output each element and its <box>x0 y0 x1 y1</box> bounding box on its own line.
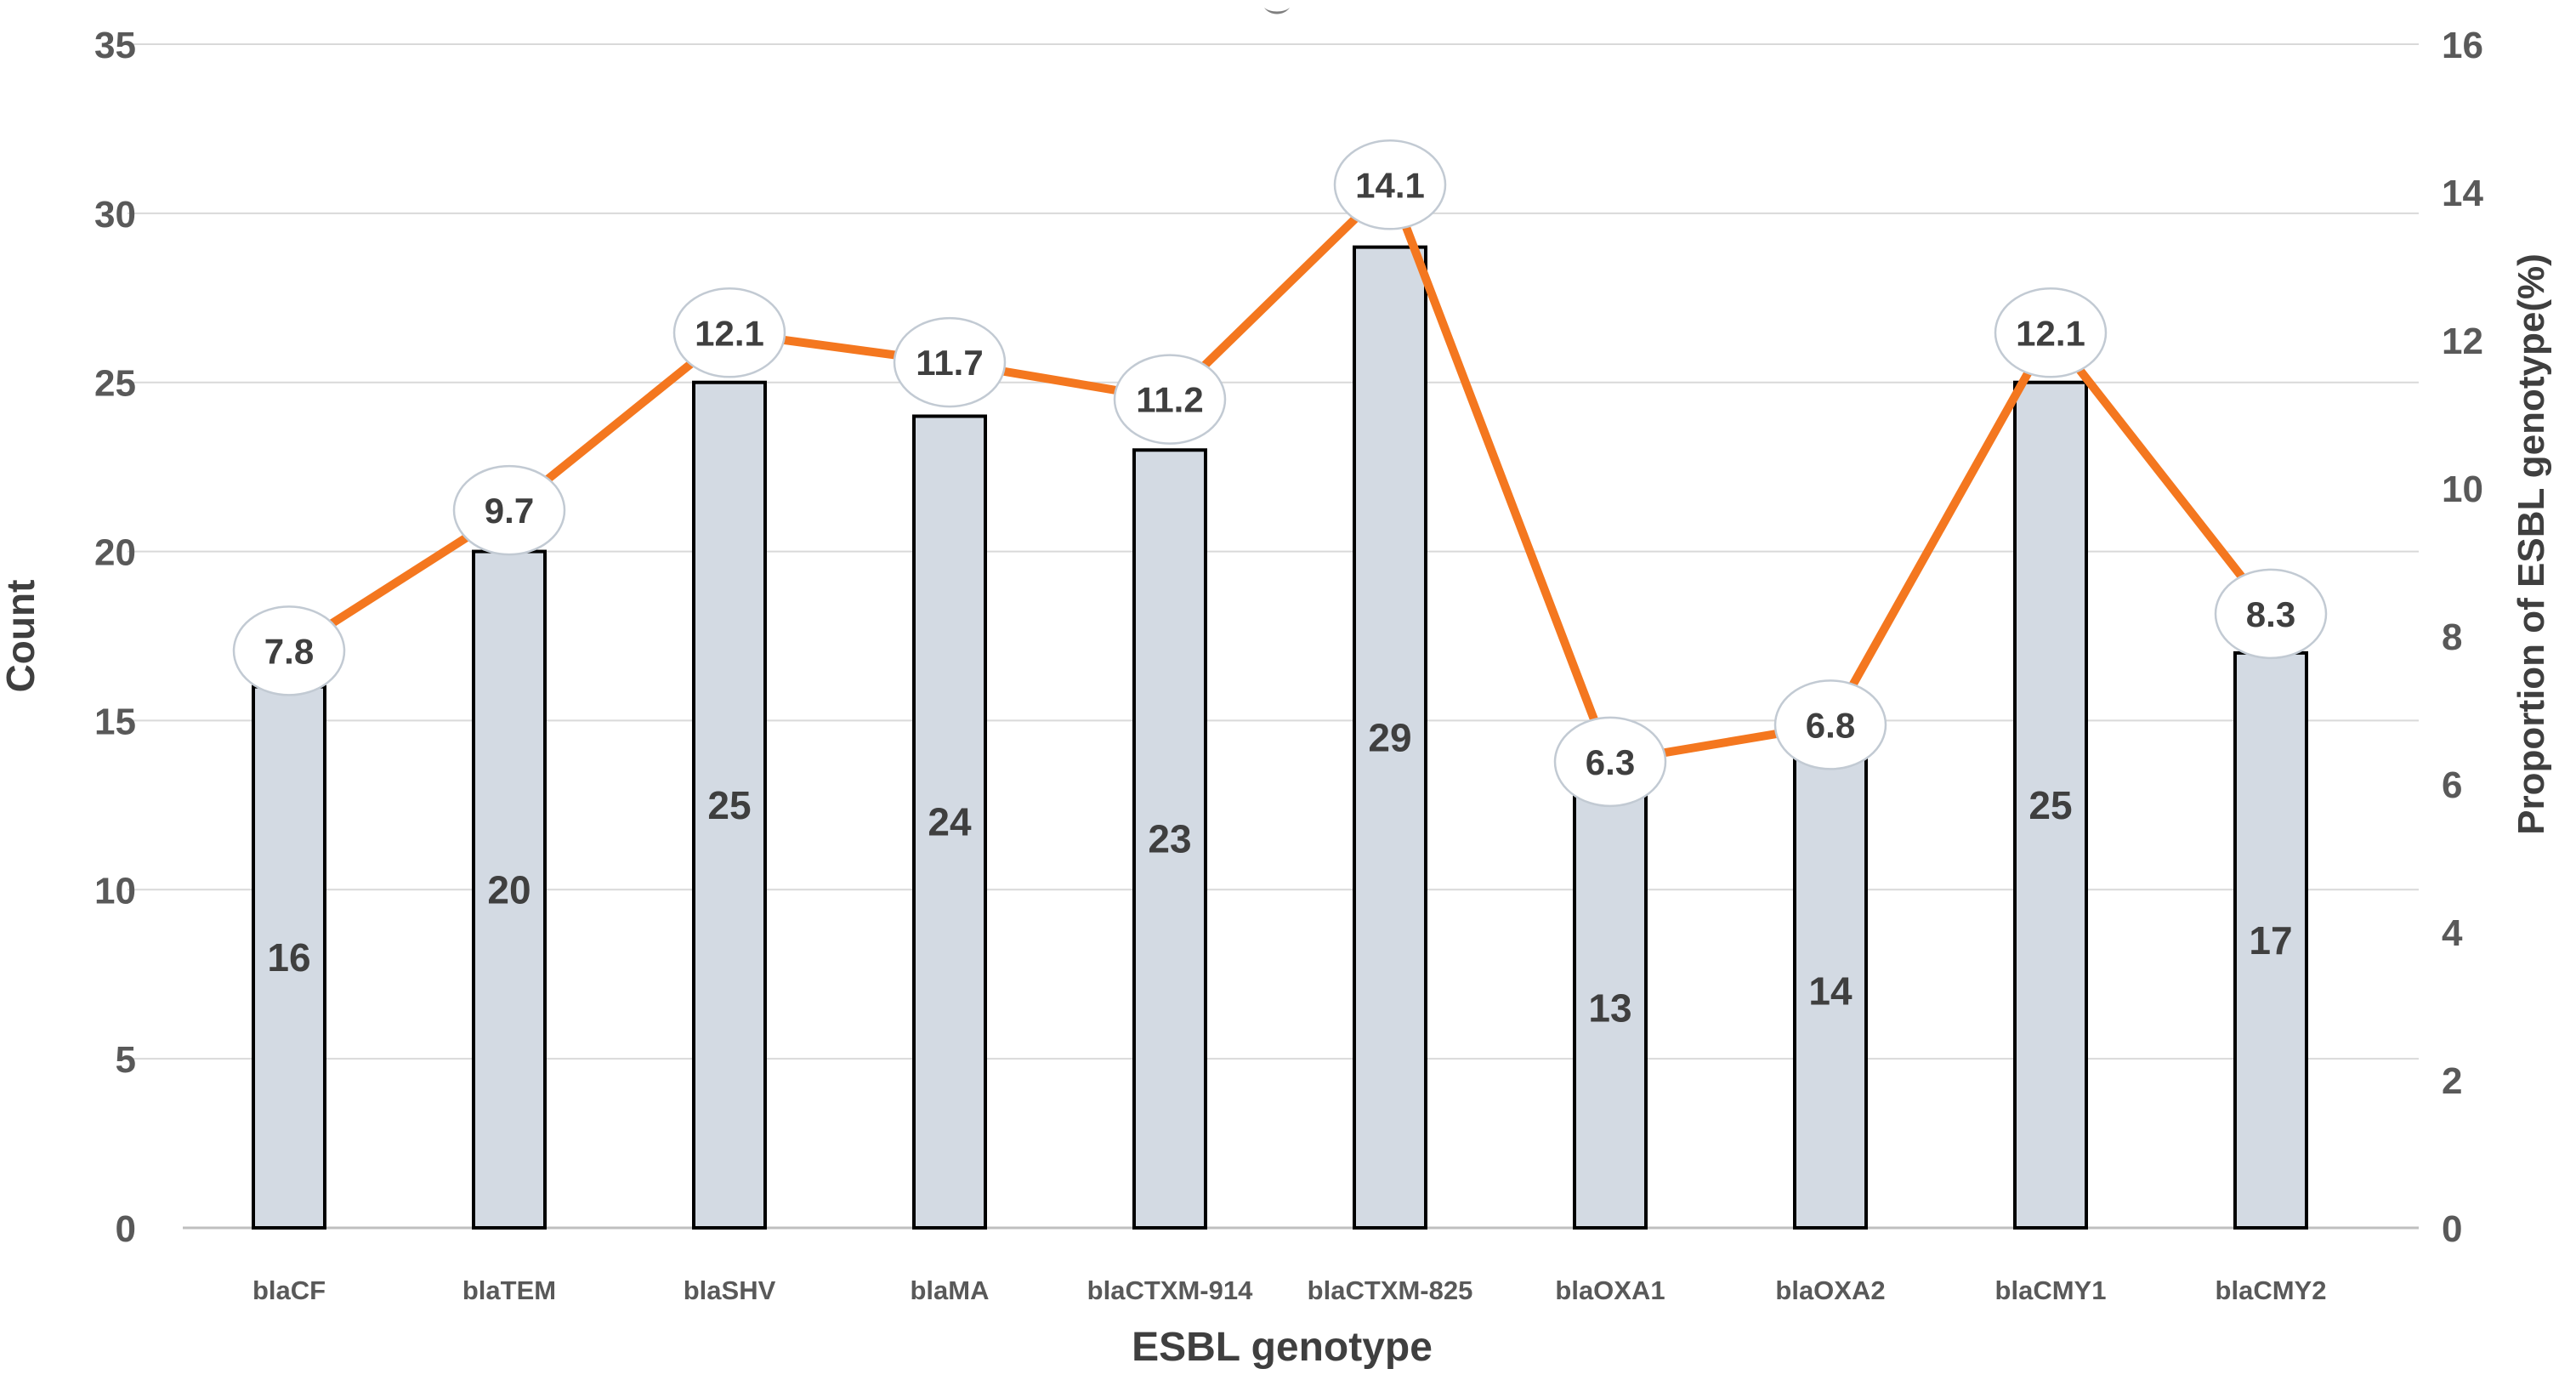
right-axis-tick: 2 <box>2442 1060 2462 1102</box>
bar-value-label: 17 <box>2249 918 2292 963</box>
left-axis-tick: 15 <box>94 701 136 742</box>
left-axis-tick: 30 <box>94 194 136 236</box>
line-marker <box>452 464 566 556</box>
left-axis-tick: 35 <box>94 25 136 66</box>
bar-blaCMY2 <box>2233 650 2308 1230</box>
bar-value-label: 16 <box>267 935 310 980</box>
right-axis-tick: 4 <box>2442 912 2463 954</box>
bar-blaCMY1 <box>2013 380 2088 1230</box>
marker-value-label: 9.7 <box>485 491 534 531</box>
marker-value-label: 8.3 <box>2246 594 2295 634</box>
bar-blaCTXM-825 <box>1353 245 1427 1230</box>
marker-value-label: 7.8 <box>264 631 314 671</box>
right-axis-tick: 16 <box>2442 25 2483 66</box>
marker-value-label: 6.3 <box>1586 742 1635 782</box>
line-marker <box>2214 568 2328 660</box>
bar-value-label: 29 <box>1368 715 1411 759</box>
x-axis-title: ESBL genotype <box>1132 1325 1433 1370</box>
marker-value-label: 12.1 <box>2016 313 2085 353</box>
marker-value-label: 14.1 <box>1355 165 1425 205</box>
left-axis-tick: 10 <box>94 870 136 912</box>
left-axis-tick: 0 <box>116 1208 136 1250</box>
marker-value-label: 11.2 <box>1136 380 1203 420</box>
title-remnant-mark <box>1264 8 1290 14</box>
right-axis-tick: 14 <box>2442 173 2483 214</box>
right-axis-tick: 8 <box>2442 616 2462 658</box>
category-label: blaMA <box>911 1275 990 1305</box>
right-axis-tick: 12 <box>2442 321 2483 362</box>
line-marker <box>1333 139 1447 230</box>
right-axis-tick: 0 <box>2442 1208 2462 1250</box>
bar-value-label: 24 <box>928 800 972 844</box>
bar-value-label: 23 <box>1148 817 1191 861</box>
line-marker <box>1994 287 2108 378</box>
category-label: blaCF <box>252 1275 326 1305</box>
bar-value-label: 25 <box>2028 783 2072 827</box>
line-marker <box>232 605 346 696</box>
bar-blaCF <box>252 684 326 1230</box>
marker-value-label: 11.7 <box>916 343 983 383</box>
proportion-line <box>285 180 2275 766</box>
bar-value-label: 25 <box>707 783 751 827</box>
left-axis-tick: 25 <box>94 363 136 405</box>
bar-value-label: 14 <box>1808 969 1853 1014</box>
line-marker <box>1113 354 1227 445</box>
left-axis-title: Count <box>0 580 43 693</box>
category-label: blaCTXM-914 <box>1087 1275 1253 1305</box>
line-marker <box>893 316 1007 408</box>
line-marker <box>1773 679 1887 770</box>
bar-blaSHV <box>692 380 767 1230</box>
bar-blaMA <box>912 414 987 1230</box>
bar-value-label: 13 <box>1588 986 1631 1030</box>
category-label: blaCTXM-825 <box>1308 1275 1473 1305</box>
category-label: blaSHV <box>684 1275 776 1305</box>
marker-value-label: 6.8 <box>1806 705 1855 745</box>
left-axis-tick: 5 <box>116 1039 136 1081</box>
right-axis-title: Proportion of ESBL genotype(%) <box>2511 253 2552 835</box>
left-axis-tick: 20 <box>94 532 136 574</box>
category-label: blaTEM <box>462 1275 556 1305</box>
category-label: blaOXA2 <box>1775 1275 1885 1305</box>
category-label: blaOXA1 <box>1555 1275 1665 1305</box>
bar-value-label: 20 <box>487 867 531 912</box>
category-label: blaCMY2 <box>2216 1275 2327 1305</box>
bar-blaCTXM-914 <box>1132 448 1207 1230</box>
right-axis-tick: 6 <box>2442 764 2462 806</box>
right-axis-tick: 10 <box>2442 469 2483 510</box>
bar-blaTEM <box>472 549 547 1230</box>
bar-blaOXA2 <box>1793 753 1868 1230</box>
category-label: blaCMY1 <box>1995 1275 2107 1305</box>
line-marker <box>1553 716 1667 808</box>
line-marker <box>672 287 786 378</box>
marker-value-label: 12.1 <box>695 313 764 353</box>
